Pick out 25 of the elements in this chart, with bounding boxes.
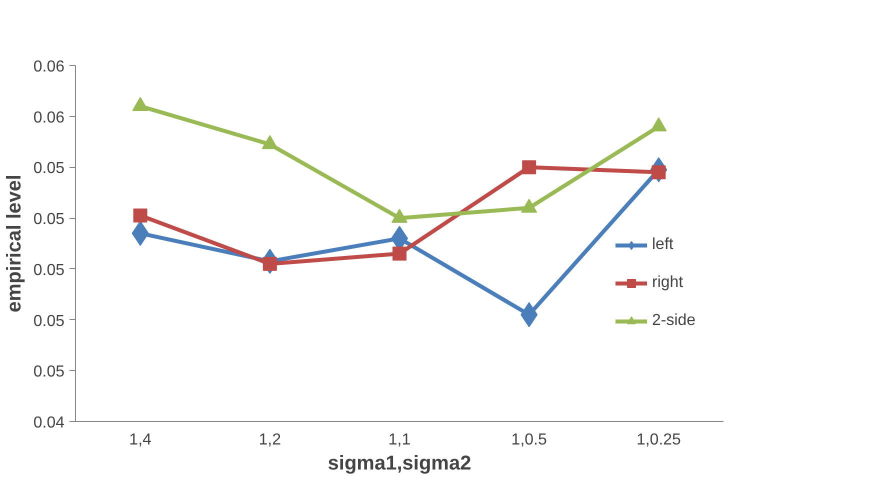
x-axis-title: sigma1,sigma2 — [328, 452, 472, 474]
y-tick-label: 0.05 — [33, 364, 65, 381]
legend-label: right — [652, 274, 684, 292]
x-tick-label: 1,1 — [388, 432, 411, 448]
point — [392, 246, 406, 261]
legend-label: left — [652, 236, 674, 254]
y-tick-label: 0.04 — [33, 414, 65, 432]
x-tick-label: 1,0.5 — [511, 432, 547, 448]
legend-label: 2-side — [652, 312, 696, 330]
x-tick-label: 1,0.25 — [636, 432, 682, 448]
point — [133, 208, 148, 223]
point — [650, 117, 667, 132]
y-tick-label: 0.06 — [33, 109, 65, 126]
y-tick-label: 0.05 — [33, 211, 65, 228]
y-tick-label: 0.06 — [33, 58, 65, 76]
y-tick-label: 0.05 — [33, 160, 65, 178]
point — [262, 135, 278, 150]
y-tick-label: 0.05 — [33, 312, 65, 330]
y-axis-title: empirical level — [3, 174, 26, 312]
y-tick-label: 0.05 — [33, 262, 65, 279]
point — [262, 256, 277, 271]
point — [132, 97, 148, 112]
x-tick-label: 1,4 — [129, 432, 152, 448]
x-tick-label: 1,2 — [258, 432, 282, 448]
point — [522, 160, 536, 174]
